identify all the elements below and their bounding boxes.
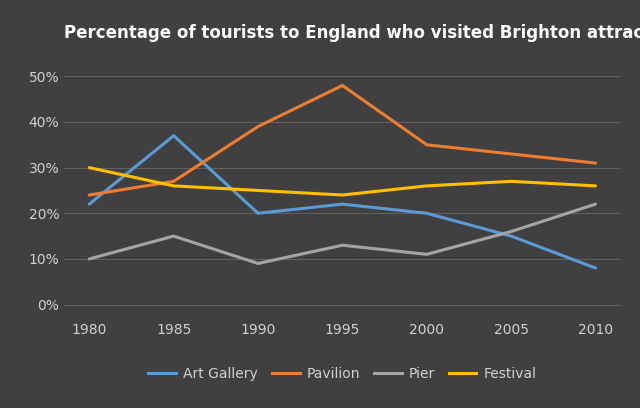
Pavilion: [591, 161, 599, 166]
Line: Pier: Pier: [90, 204, 595, 264]
Art Gallery: [591, 266, 599, 271]
Pavilion: [254, 124, 262, 129]
Line: Pavilion: Pavilion: [90, 85, 595, 195]
Legend: Art Gallery, Pavilion, Pier, Festival: Art Gallery, Pavilion, Pier, Festival: [143, 361, 542, 387]
Pavilion: [508, 151, 515, 156]
Line: Festival: Festival: [90, 168, 595, 195]
Pier: [591, 202, 599, 206]
Pier: [339, 243, 346, 248]
Pavilion: [423, 142, 431, 147]
Art Gallery: [170, 133, 177, 138]
Festival: [508, 179, 515, 184]
Pier: [170, 234, 177, 239]
Art Gallery: [254, 211, 262, 216]
Pavilion: [339, 83, 346, 88]
Pier: [423, 252, 431, 257]
Festival: [339, 193, 346, 197]
Festival: [86, 165, 93, 170]
Festival: [423, 184, 431, 188]
Festival: [591, 184, 599, 188]
Text: Percentage of tourists to England who visited Brighton attractions: Percentage of tourists to England who vi…: [64, 24, 640, 42]
Pier: [254, 261, 262, 266]
Pier: [508, 229, 515, 234]
Art Gallery: [508, 234, 515, 239]
Pier: [86, 257, 93, 262]
Art Gallery: [339, 202, 346, 206]
Pavilion: [170, 179, 177, 184]
Line: Art Gallery: Art Gallery: [90, 136, 595, 268]
Art Gallery: [423, 211, 431, 216]
Festival: [170, 184, 177, 188]
Pavilion: [86, 193, 93, 197]
Art Gallery: [86, 202, 93, 206]
Festival: [254, 188, 262, 193]
